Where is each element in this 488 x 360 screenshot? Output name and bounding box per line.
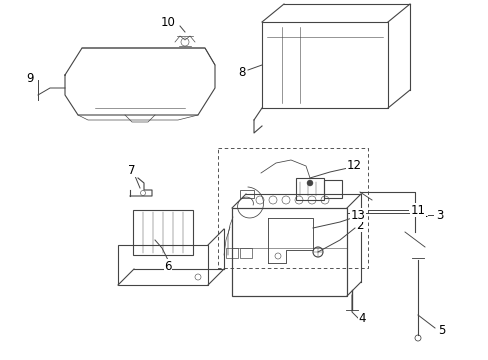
Text: 13: 13 — [350, 208, 365, 221]
Text: 11: 11 — [409, 203, 425, 216]
Text: 2: 2 — [356, 219, 363, 231]
Bar — [118, 245, 207, 285]
Bar — [324, 180, 341, 198]
Circle shape — [306, 180, 312, 186]
Bar — [240, 190, 253, 198]
Text: 3: 3 — [435, 208, 443, 221]
Text: 8: 8 — [238, 66, 245, 78]
Text: 7: 7 — [128, 163, 136, 176]
Text: 4: 4 — [358, 311, 365, 324]
Text: 12: 12 — [346, 158, 361, 171]
Bar — [240, 248, 251, 258]
Text: 1: 1 — [419, 207, 427, 220]
Bar — [295, 178, 324, 200]
Text: 5: 5 — [437, 324, 445, 337]
Bar — [133, 210, 193, 255]
Bar — [225, 248, 238, 258]
Text: 9: 9 — [26, 72, 34, 85]
Bar — [231, 208, 346, 296]
Text: 6: 6 — [164, 260, 171, 273]
Text: 10: 10 — [160, 15, 175, 28]
